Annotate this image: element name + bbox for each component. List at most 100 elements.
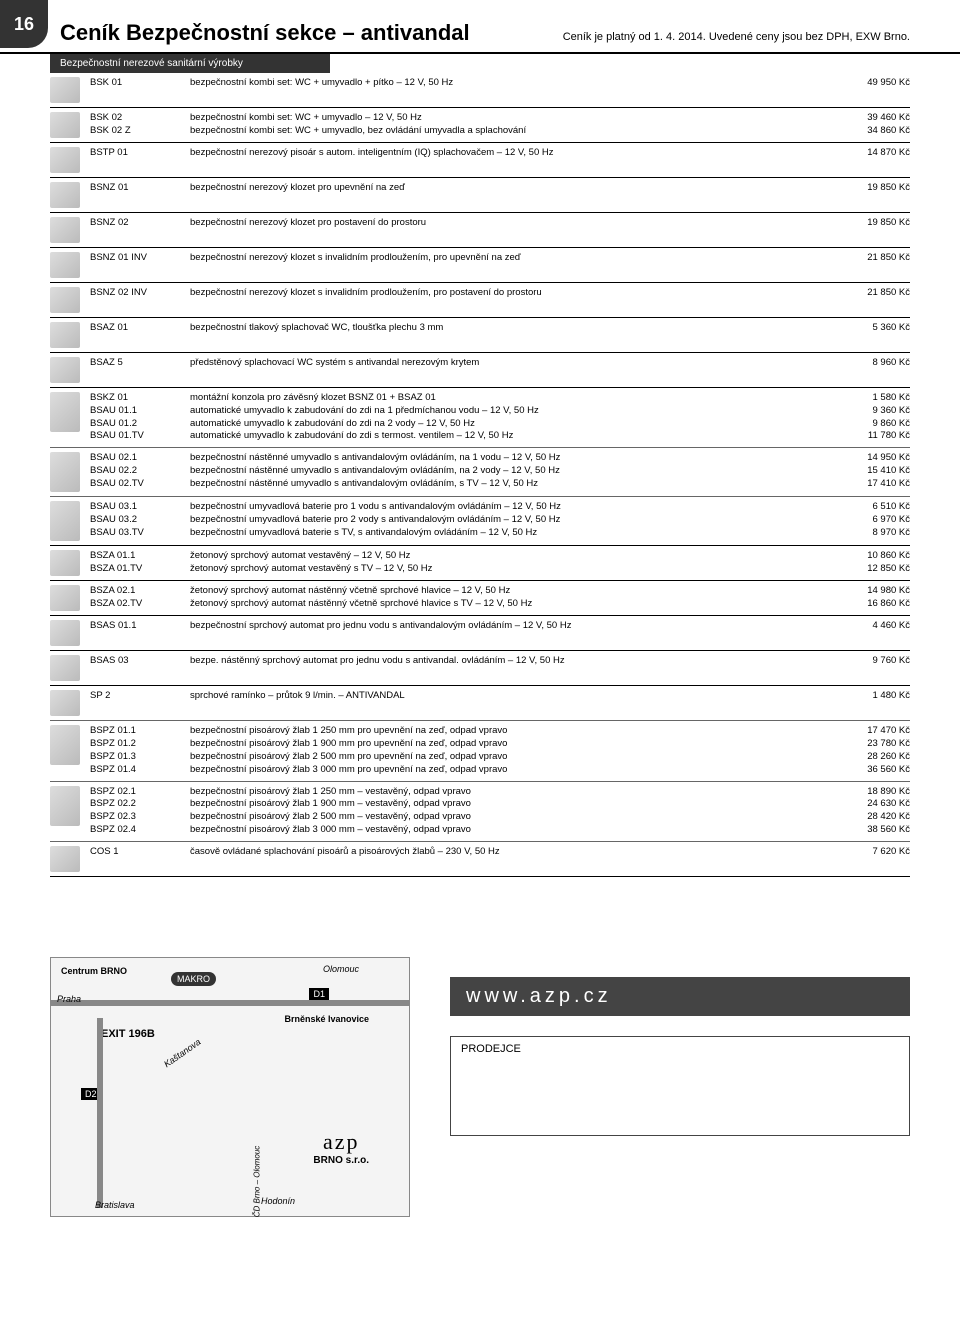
product-description: automatické umyvadlo k zabudování do zdi… [190,430,830,443]
map-label-bratislava: Bratislava [95,1200,135,1210]
product-desc-col: bezpečnostní kombi set: WC + umyvadlo + … [190,77,830,90]
table-row: BSNZ 02 INVbezpečnostní nerezový klozet … [50,283,910,318]
table-row: BSAU 03.1BSAU 03.2BSAU 03.TVbezpečnostní… [50,497,910,546]
table-row: BSNZ 01 INVbezpečnostní nerezový klozet … [50,248,910,283]
product-code: BSPZ 01.2 [90,738,180,751]
product-code-col: BSAU 03.1BSAU 03.2BSAU 03.TV [90,501,180,539]
product-thumbnail [50,287,80,313]
product-code: BSPZ 02.3 [90,811,180,824]
product-thumbnail [50,112,80,138]
product-price: 8 960 Kč [840,357,910,370]
product-code-col: BSZA 01.1BSZA 01.TV [90,550,180,576]
map-label-makro: MAKRO [171,972,216,986]
page-title: Ceník Bezpečnostní sekce – antivandal [60,20,470,46]
product-desc-col: sprchové ramínko – průtok 9 l/min. – ANT… [190,690,830,703]
product-desc-col: bezpečnostní nerezový klozet s invalidní… [190,287,830,300]
product-price-col: 39 460 Kč34 860 Kč [840,112,910,138]
product-price-col: 17 470 Kč23 780 Kč28 260 Kč36 560 Kč [840,725,910,776]
table-row: BSNZ 02 bezpečnostní nerezový klozet pro … [50,213,910,248]
product-code: BSPZ 01.4 [90,764,180,777]
product-description: bezpečnostní nerezový klozet s invalidní… [190,287,830,300]
product-thumbnail [50,392,80,432]
product-code: BSAU 01.TV [90,430,180,443]
product-code: BSAZ 01 [90,322,180,335]
product-thumbnail [50,846,80,872]
price-table: BSK 01 bezpečnostní kombi set: WC + umyva… [0,73,960,897]
seller-label: PRODEJCE [461,1043,521,1055]
product-code-col: BSNZ 02 [90,217,180,230]
product-price: 11 780 Kč [840,430,910,443]
product-thumbnail [50,182,80,208]
product-price: 12 850 Kč [840,563,910,576]
product-price: 14 980 Kč [840,585,910,598]
product-price: 9 360 Kč [840,405,910,418]
product-code-col: BSAS 03 [90,655,180,668]
product-code: BSPZ 02.1 [90,786,180,799]
product-price: 19 850 Kč [840,182,910,195]
product-description: bezpečnostní pisoárový žlab 2 500 mm – v… [190,811,830,824]
product-thumbnail [50,786,80,826]
product-price: 6 970 Kč [840,514,910,527]
product-code-col: BSNZ 01 [90,182,180,195]
product-code-col: COS 1 [90,846,180,859]
product-thumbnail [50,77,80,103]
product-desc-col: bezpečnostní nerezový klozet s invalidní… [190,252,830,265]
product-code: BSZA 01.TV [90,563,180,576]
map-label-d1: D1 [309,988,329,1000]
product-price: 14 870 Kč [840,147,910,160]
table-row: BSPZ 01.1BSPZ 01.2BSPZ 01.3BSPZ 01.4bezp… [50,721,910,781]
product-code-col: BSTP 01 [90,147,180,160]
product-code: BSAU 02.1 [90,452,180,465]
product-description: bezpečnostní pisoárový žlab 3 000 mm pro… [190,764,830,777]
product-thumbnail [50,322,80,348]
product-code: BSZA 01.1 [90,550,180,563]
product-price: 21 850 Kč [840,287,910,300]
page-header: Ceník Bezpečnostní sekce – antivandal Ce… [0,0,960,54]
product-description: časově ovládané splachování pisoárů a pi… [190,846,830,859]
product-price: 28 260 Kč [840,751,910,764]
product-code: BSTP 01 [90,147,180,160]
product-desc-col: bezpečnostní pisoárový žlab 1 250 mm – v… [190,786,830,837]
product-code: BSPZ 01.1 [90,725,180,738]
map-label-exit: EXIT 196B [101,1028,155,1040]
product-thumbnail [50,655,80,681]
product-desc-col: bezpečnostní nerezový klozet pro postave… [190,217,830,230]
table-row: BSAZ 01bezpečnostní tlakový splachovač W… [50,318,910,353]
product-code: BSAU 01.1 [90,405,180,418]
table-row: BSAS 01.1bezpečnostní sprchový automat p… [50,616,910,651]
map-label-hodonin: Hodonín [261,1196,295,1206]
product-code-col: BSK 01 [90,77,180,90]
product-code: BSAU 02.TV [90,478,180,491]
product-thumbnail [50,252,80,278]
product-code-col: BSAZ 01 [90,322,180,335]
product-price: 19 850 Kč [840,217,910,230]
product-price: 6 510 Kč [840,501,910,514]
product-description: předstěnový splachovací WC systém s anti… [190,357,830,370]
map-label-cd: ČD Brno – Olomouc [252,1145,261,1217]
table-row: BSNZ 01bezpečnostní nerezový klozet pro … [50,178,910,213]
product-price: 16 860 Kč [840,598,910,611]
product-price: 9 860 Kč [840,418,910,431]
table-row: BSK 01 bezpečnostní kombi set: WC + umyva… [50,73,910,108]
product-description: sprchové ramínko – průtok 9 l/min. – ANT… [190,690,830,703]
product-code-col: BSPZ 02.1BSPZ 02.2BSPZ 02.3BSPZ 02.4 [90,786,180,837]
product-code: BSPZ 02.2 [90,798,180,811]
seller-box: PRODEJCE [450,1036,910,1136]
product-code: BSAZ 5 [90,357,180,370]
product-price-col: 1 480 Kč [840,690,910,703]
product-description: bezpečnostní nerezový pisoár s autom. in… [190,147,830,160]
product-description: bezpečnostní nerezový klozet pro postave… [190,217,830,230]
product-code: BSAU 01.2 [90,418,180,431]
product-description: automatické umyvadlo k zabudování do zdi… [190,405,830,418]
product-price: 49 950 Kč [840,77,910,90]
product-description: bezpečnostní pisoárový žlab 2 500 mm pro… [190,751,830,764]
product-thumbnail [50,501,80,541]
product-price: 14 950 Kč [840,452,910,465]
product-price-col: 14 980 Kč16 860 Kč [840,585,910,611]
product-price-col: 49 950 Kč [840,77,910,90]
product-description: bezpečnostní pisoárový žlab 1 250 mm pro… [190,725,830,738]
product-code: BSAU 03.1 [90,501,180,514]
product-description: bezpečnostní nástěnné umyvadlo s antivan… [190,452,830,465]
product-price: 28 420 Kč [840,811,910,824]
product-code: BSAU 03.2 [90,514,180,527]
